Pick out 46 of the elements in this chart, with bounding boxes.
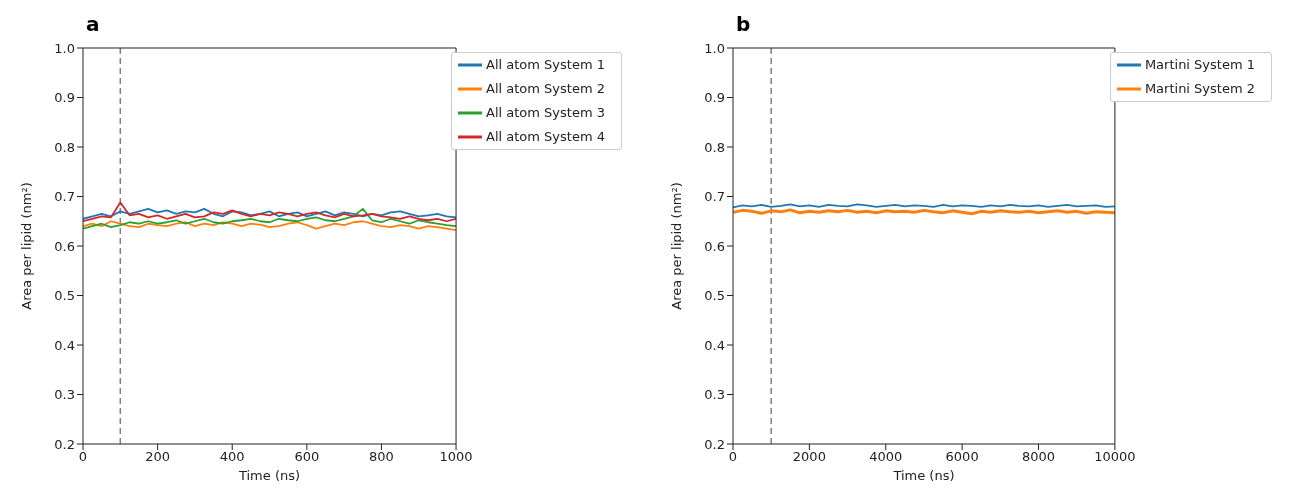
y-tick-label: 0.3: [704, 387, 725, 403]
y-tick-label: 0.5: [54, 288, 75, 304]
legend-label: All atom System 1: [486, 56, 605, 72]
x-tick-label: 8000: [1021, 449, 1056, 465]
y-tick-label: 0.9: [704, 90, 725, 106]
x-tick-label: 10000: [1094, 449, 1136, 465]
x-tick-label: 200: [145, 449, 171, 465]
y-tick-label: 0.9: [54, 90, 75, 106]
x-tick-label: 1000: [439, 449, 473, 465]
x-axis-title: Time (ns): [892, 468, 955, 483]
legend-label: Martini System 2: [1144, 80, 1255, 96]
y-tick-label: 0.6: [54, 238, 75, 254]
y-tick-label: 0.6: [704, 238, 725, 254]
y-tick-label: 1.0: [704, 40, 725, 56]
x-tick-label: 800: [369, 449, 394, 465]
x-tick-label: 400: [219, 449, 245, 465]
legend-label: All atom System 2: [486, 80, 605, 96]
legend-label: All atom System 4: [486, 128, 605, 144]
x-tick-label: 0: [728, 449, 738, 465]
line-series: [83, 207, 457, 220]
y-tick-label: 0.8: [54, 139, 75, 155]
x-tick-label: 4000: [869, 449, 903, 465]
y-tick-label: 0.8: [704, 139, 725, 155]
line-series: [83, 207, 457, 230]
y-tick-label: 0.5: [704, 288, 725, 304]
chart-title: a: [86, 12, 100, 36]
y-tick-label: 0.7: [54, 189, 75, 205]
y-tick-label: 0.3: [54, 387, 75, 403]
y-tick-label: 1.0: [54, 40, 75, 56]
y-axis-title: Area per lipid (nm²): [18, 182, 34, 310]
legend-label: Martini System 1: [1144, 56, 1255, 72]
y-tick-label: 0.4: [704, 337, 725, 353]
legend-label: All atom System 3: [486, 104, 605, 120]
y-axis-title: Area per lipid (nm²): [668, 182, 684, 310]
x-tick-label: 0: [78, 449, 88, 465]
y-tick-label: 0.4: [54, 337, 75, 353]
chart-title: b: [736, 12, 751, 36]
line-series: [83, 201, 457, 223]
x-axis-title: Time (ns): [237, 468, 301, 483]
y-tick-label: 0.7: [704, 189, 725, 205]
x-tick-label: 600: [294, 449, 320, 465]
y-tick-label: 0.2: [704, 436, 725, 452]
x-tick-label: 2000: [792, 449, 826, 465]
x-tick-label: 6000: [945, 449, 979, 465]
y-tick-label: 0.2: [54, 436, 75, 452]
line-series: [83, 220, 457, 232]
